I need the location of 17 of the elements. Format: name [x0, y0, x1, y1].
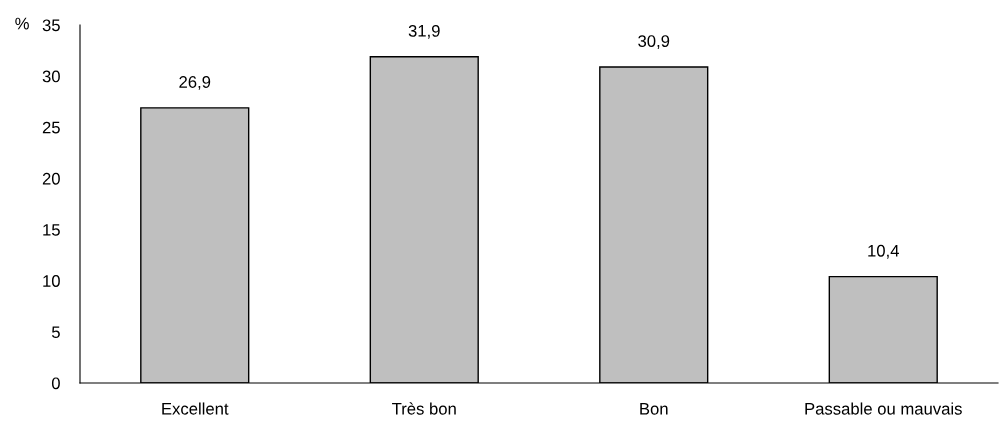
y-axis-title: % [15, 17, 29, 30]
y-tick-label: 5 [51, 326, 60, 339]
y-tick-label: 30 [42, 70, 60, 83]
y-tick-label: 25 [42, 121, 60, 134]
data-label: 26,9 [179, 76, 211, 90]
y-tick-label: 35 [42, 19, 60, 32]
y-tick-label: 20 [42, 172, 60, 185]
data-label: 10,4 [868, 244, 899, 259]
y-tick-label: 0 [51, 377, 60, 390]
data-label: 31,9 [408, 24, 440, 39]
data-label: 30,9 [638, 35, 670, 49]
x-tick-label: Bon [640, 403, 668, 415]
x-tick-label: Excellent [162, 402, 229, 415]
x-tick-label: Passable ou mauvais [805, 402, 962, 415]
x-tick-label: Très bon [392, 402, 456, 415]
y-tick-label: 10 [43, 275, 60, 287]
y-tick-label: 15 [43, 224, 60, 236]
